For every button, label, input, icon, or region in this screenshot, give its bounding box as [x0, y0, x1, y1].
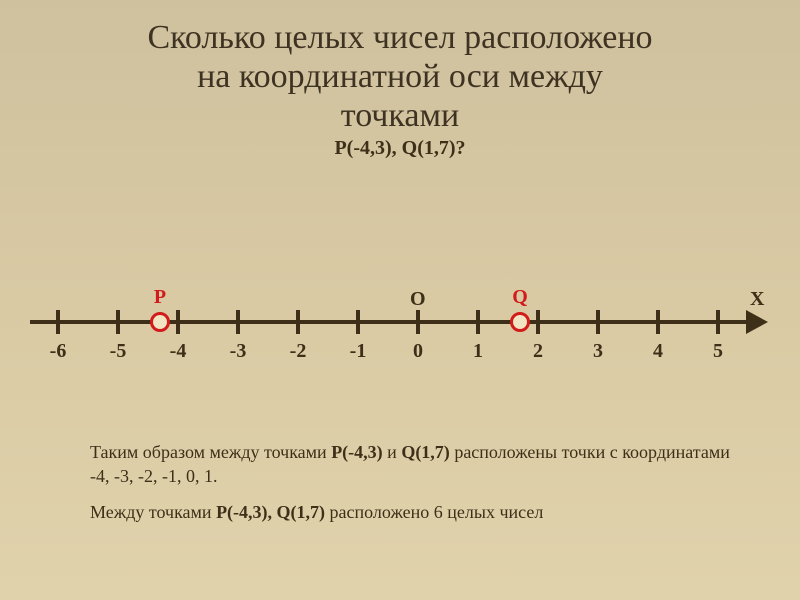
- answer-mid: и: [383, 442, 402, 462]
- origin-label: О: [410, 288, 426, 311]
- tick-label: 3: [593, 340, 603, 363]
- answer-line-2: Между точками Р(-4,3), Q(1,7) расположен…: [90, 500, 730, 524]
- tick: [56, 310, 60, 334]
- tick-label: 2: [533, 340, 543, 363]
- tick-label: -1: [350, 340, 367, 363]
- tick: [716, 310, 720, 334]
- tick-label: -6: [50, 340, 67, 363]
- number-line: -6 -5 -4 -3 -2 -1 0 1 2 3 4 5 О Х Р Q: [30, 280, 770, 410]
- answer-pq-bold: Р(-4,3), Q(1,7): [216, 502, 325, 522]
- tick: [116, 310, 120, 334]
- answer-line-1: Таким образом между точками Р(-4,3) и Q(…: [90, 440, 730, 489]
- point-q-label: Q: [512, 286, 528, 309]
- point-p-label: Р: [154, 286, 166, 309]
- title-line-2: на координатной оси между: [0, 57, 800, 96]
- answer-2-pre: Между точками: [90, 502, 216, 522]
- page-title: Сколько целых чисел расположено на коорд…: [0, 0, 800, 135]
- answer-q-bold: Q(1,7): [401, 442, 450, 462]
- tick: [476, 310, 480, 334]
- tick-label: -2: [290, 340, 307, 363]
- answer-1-pre: Таким образом между точками: [90, 442, 331, 462]
- x-axis-label: Х: [750, 288, 764, 311]
- point-q: [510, 312, 530, 332]
- tick: [356, 310, 360, 334]
- tick-label: 1: [473, 340, 483, 363]
- subtitle: Р(-4,3), Q(1,7)?: [0, 137, 800, 160]
- point-p: [150, 312, 170, 332]
- tick: [236, 310, 240, 334]
- tick-label: -3: [230, 340, 247, 363]
- tick: [296, 310, 300, 334]
- tick: [596, 310, 600, 334]
- tick-label: -4: [170, 340, 187, 363]
- tick: [416, 310, 420, 334]
- tick: [176, 310, 180, 334]
- tick-label: 4: [653, 340, 663, 363]
- title-line-3: точками: [0, 96, 800, 135]
- tick: [656, 310, 660, 334]
- tick: [536, 310, 540, 334]
- answer-2-post: расположено 6 целых чисел: [325, 502, 543, 522]
- tick-label: 0: [413, 340, 423, 363]
- axis-line: [30, 320, 748, 324]
- arrow-right-icon: [746, 310, 768, 334]
- tick-label: -5: [110, 340, 127, 363]
- answer-p-bold: Р(-4,3): [331, 442, 382, 462]
- title-line-1: Сколько целых чисел расположено: [0, 18, 800, 57]
- tick-label: 5: [713, 340, 723, 363]
